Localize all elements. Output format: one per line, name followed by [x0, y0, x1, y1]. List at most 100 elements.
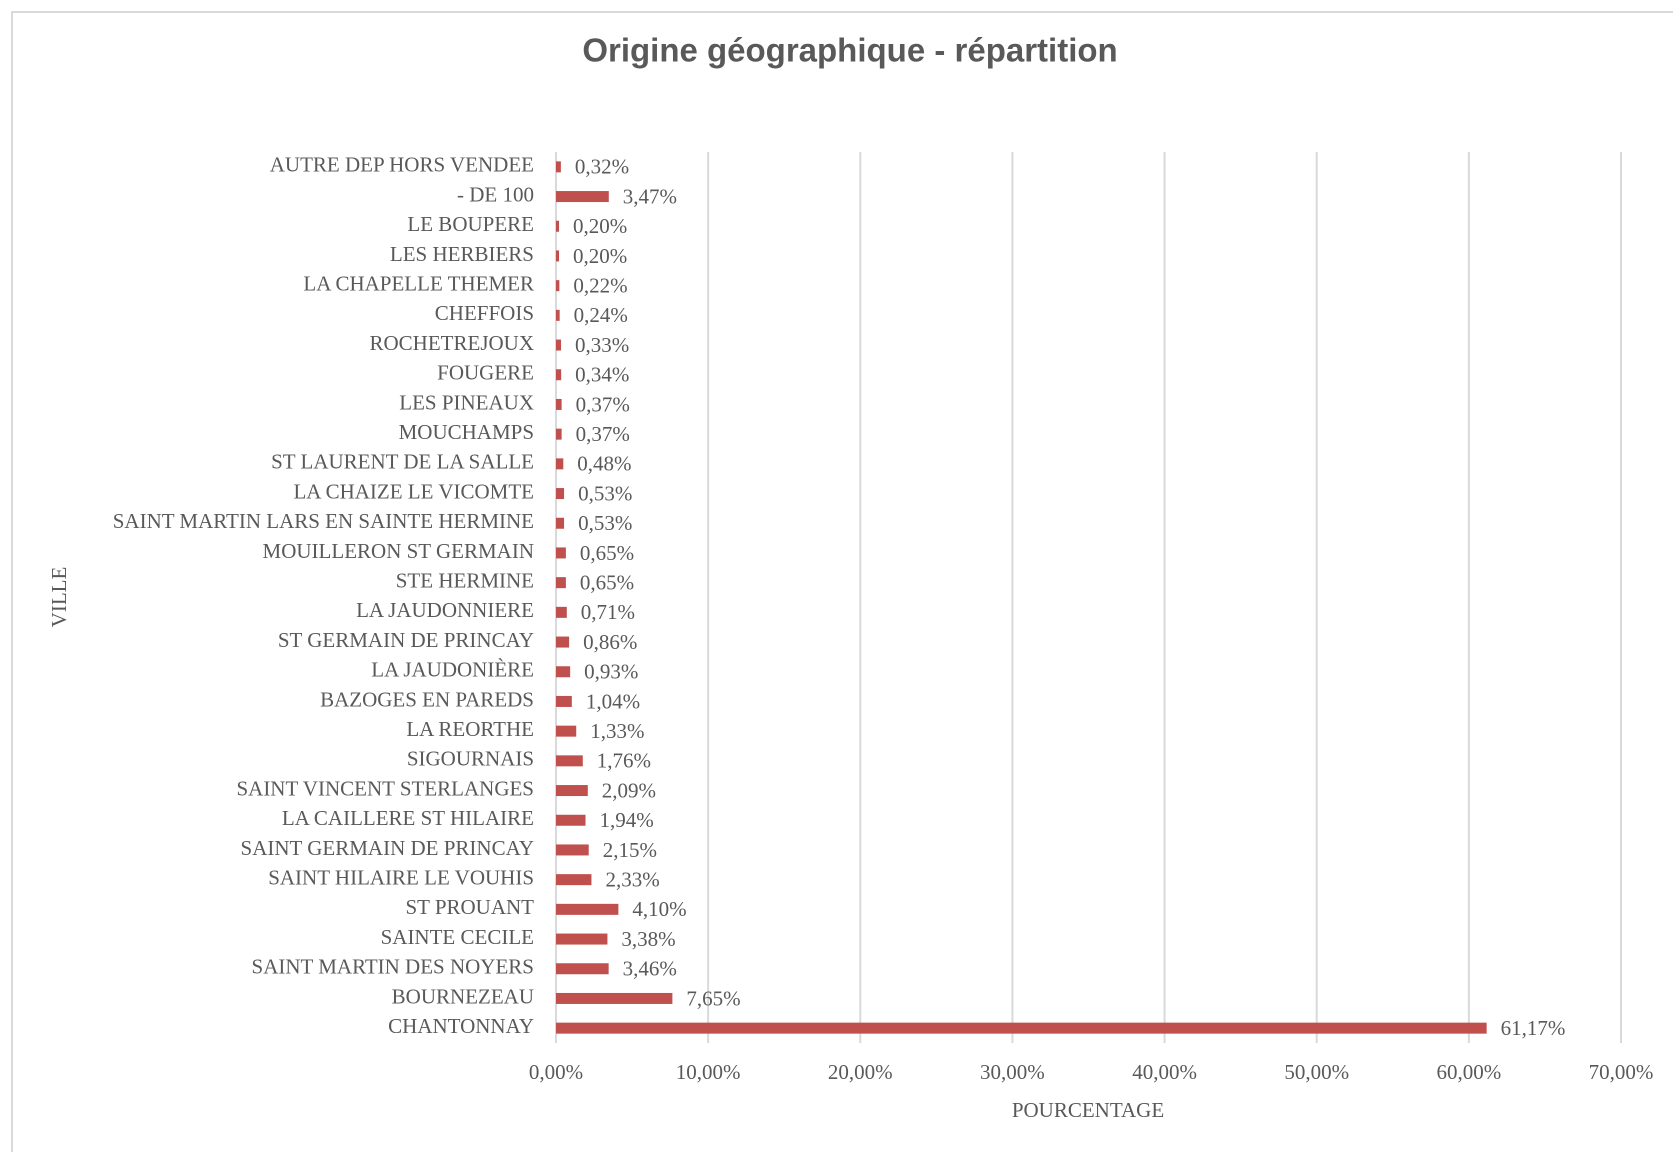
y-tick-label: BOURNEZEAU [392, 984, 534, 1008]
y-tick-label: LA REORTHE [406, 717, 534, 741]
y-tick-label: ST PROUANT [405, 895, 534, 919]
bar [556, 725, 577, 737]
value-label: 1,33% [590, 719, 644, 743]
y-tick-label: SAINT MARTIN LARS EN SAINTE HERMINE [113, 509, 534, 533]
y-tick-label: ROCHETREJOUX [369, 331, 534, 355]
value-label: 0,22% [573, 273, 627, 297]
x-tick-label: 70,00% [1589, 1060, 1654, 1084]
y-tick-label: ST LAURENT DE LA SALLE [271, 450, 534, 474]
x-tick-label: 10,00% [676, 1060, 741, 1084]
y-tick-label: LES HERBIERS [390, 242, 534, 266]
y-tick-label: LA CHAPELLE THEMER [303, 271, 534, 295]
y-tick-label: LA CHAIZE LE VICOMTE [293, 479, 534, 503]
chart-frame [11, 11, 1673, 1152]
bar [556, 488, 565, 500]
value-label: 0,86% [583, 630, 637, 654]
y-tick-label: FOUGERE [437, 361, 534, 385]
bar [556, 636, 570, 648]
bar [556, 577, 566, 589]
bar [556, 309, 560, 321]
x-axis-title: POURCENTAGE [1012, 1098, 1164, 1122]
value-label: 0,53% [578, 481, 632, 505]
y-tick-label: MOUCHAMPS [399, 420, 534, 444]
value-label: 0,48% [577, 452, 631, 476]
x-tick-label: 60,00% [1436, 1060, 1501, 1084]
y-tick-label: SAINT VINCENT STERLANGES [236, 776, 534, 800]
value-label: 7,65% [686, 986, 740, 1010]
bar [556, 517, 565, 529]
y-tick-label: CHANTONNAY [388, 1014, 534, 1038]
bar [556, 963, 609, 975]
bar [556, 398, 562, 410]
y-tick-label: ST GERMAIN DE PRINCAY [278, 628, 534, 652]
value-label: 2,09% [602, 778, 656, 802]
value-label: 2,15% [603, 838, 657, 862]
bar [556, 844, 589, 856]
value-label: 1,04% [586, 689, 640, 713]
bar [556, 250, 560, 262]
value-label: 2,33% [605, 867, 659, 891]
x-tick-label: 50,00% [1284, 1060, 1349, 1084]
bar [556, 755, 583, 767]
bar [556, 785, 588, 797]
bar [556, 903, 619, 915]
value-label: 0,20% [573, 214, 627, 238]
value-label: 4,10% [632, 897, 686, 921]
y-tick-label: - DE 100 [457, 182, 534, 206]
value-label: 0,65% [580, 570, 634, 594]
y-tick-label: LA JAUDONNIERE [356, 598, 534, 622]
bar [556, 220, 560, 232]
y-tick-label: SIGOURNAIS [407, 747, 534, 771]
value-label: 3,47% [623, 184, 677, 208]
bar [556, 1022, 1487, 1034]
value-label: 0,65% [580, 541, 634, 565]
x-tick-label: 30,00% [980, 1060, 1045, 1084]
value-label: 0,37% [576, 422, 630, 446]
bar [556, 606, 567, 618]
y-tick-label: MOUILLERON ST GERMAIN [263, 539, 534, 563]
bar [556, 933, 608, 945]
value-label: 0,93% [584, 660, 638, 684]
bar [556, 428, 562, 440]
bar [556, 992, 673, 1004]
value-label: 3,38% [621, 927, 675, 951]
y-tick-label: LA CAILLERE ST HILAIRE [282, 806, 534, 830]
bar [556, 161, 561, 173]
bar [556, 695, 572, 707]
x-tick-label: 20,00% [828, 1060, 893, 1084]
bar [556, 191, 609, 203]
value-label: 61,17% [1501, 1016, 1566, 1040]
y-tick-label: SAINT GERMAIN DE PRINCAY [241, 836, 534, 860]
y-tick-label: STE HERMINE [396, 568, 534, 592]
y-tick-label: SAINTE CECILE [381, 925, 534, 949]
bar [556, 666, 571, 678]
value-label: 1,94% [600, 808, 654, 832]
x-tick-label: 40,00% [1132, 1060, 1197, 1084]
y-tick-label: CHEFFOIS [435, 301, 534, 325]
bar [556, 814, 586, 826]
value-label: 0,33% [575, 333, 629, 357]
y-tick-label: LA JAUDONIÈRE [371, 658, 534, 682]
value-label: 1,76% [597, 749, 651, 773]
value-label: 0,20% [573, 244, 627, 268]
y-axis-title: VILLE [47, 567, 71, 628]
value-label: 0,53% [578, 511, 632, 535]
value-label: 0,37% [576, 392, 630, 416]
bar [556, 369, 562, 381]
x-tick-label: 0,00% [529, 1060, 583, 1084]
chart-title: Origine géographique - répartition [582, 32, 1117, 69]
value-label: 3,46% [623, 957, 677, 981]
value-label: 0,34% [575, 363, 629, 387]
y-tick-label: SAINT MARTIN DES NOYERS [252, 955, 534, 979]
bar [556, 458, 564, 470]
value-label: 0,24% [574, 303, 628, 327]
bar [556, 874, 592, 886]
bar [556, 339, 562, 351]
value-label: 0,32% [575, 155, 629, 179]
bar [556, 280, 560, 292]
y-tick-label: BAZOGES EN PAREDS [320, 687, 534, 711]
bar [556, 547, 566, 559]
value-label: 0,71% [581, 600, 635, 624]
y-tick-label: AUTRE DEP HORS VENDEE [270, 153, 534, 177]
